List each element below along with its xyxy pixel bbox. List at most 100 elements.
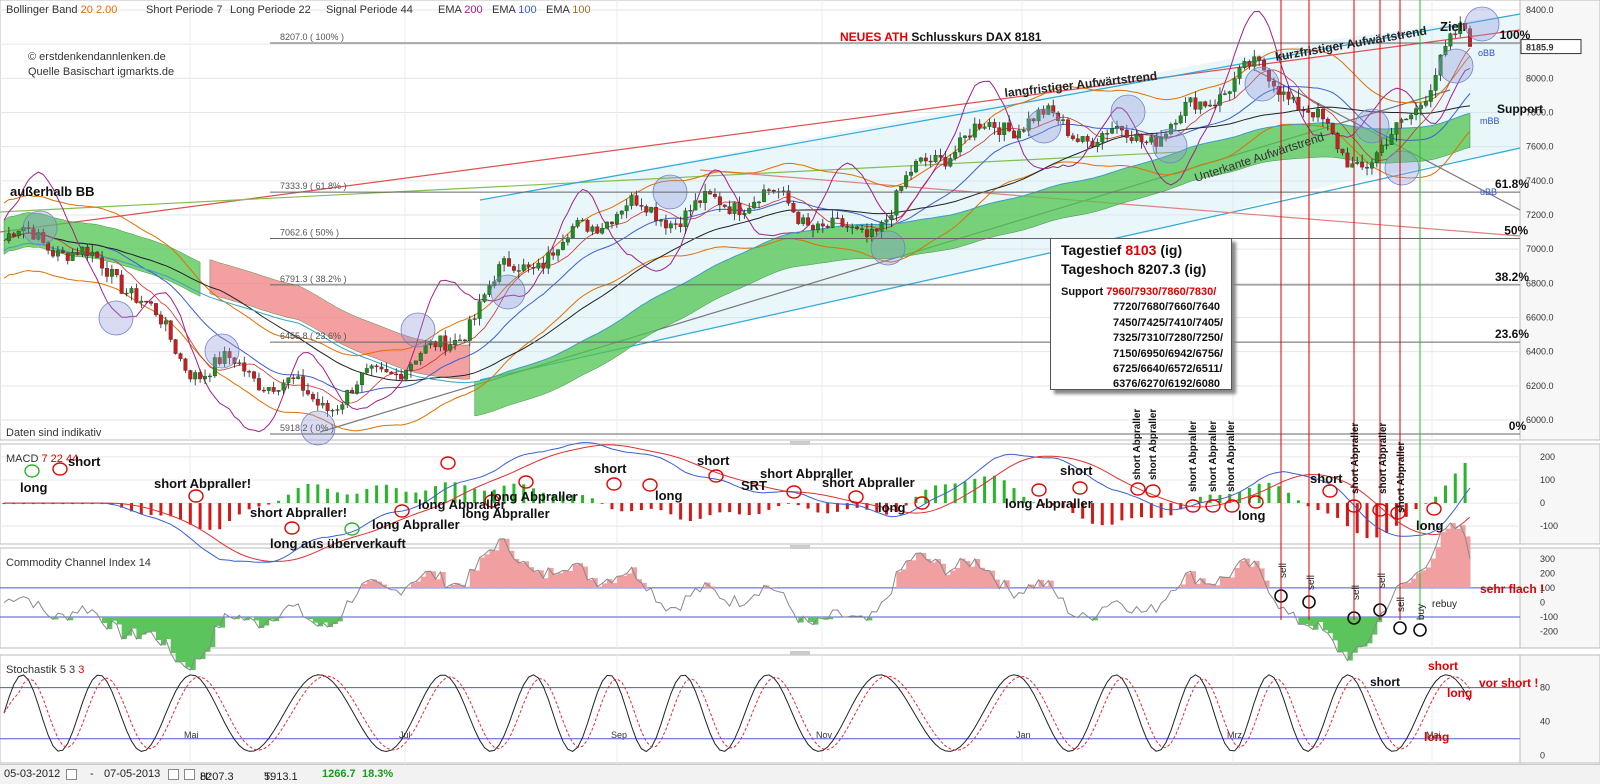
macd-bar <box>1336 503 1339 518</box>
candle-body <box>850 227 854 228</box>
candle-body <box>909 172 913 175</box>
candle-body <box>463 340 467 341</box>
macd-bar <box>1277 486 1280 503</box>
cci-area-high <box>1455 529 1460 588</box>
macd-bar <box>718 503 721 512</box>
y-tick-label: 8000.0 <box>1526 73 1554 83</box>
candle-body <box>1297 97 1301 110</box>
cci-area-low <box>1323 617 1328 630</box>
candle-body <box>890 215 894 220</box>
calendar-icon[interactable] <box>168 769 179 780</box>
y-tick-label: 6600.0 <box>1526 313 1554 323</box>
label-support: Support <box>1497 102 1543 116</box>
macd-bar <box>679 503 682 519</box>
candle-body <box>414 361 418 365</box>
settings-icon[interactable] <box>184 769 195 780</box>
candle-body <box>1140 134 1144 142</box>
candle-body <box>1370 163 1374 168</box>
macd-bar <box>630 503 633 511</box>
stoch-label: Stochastik 5 3 3 <box>6 664 84 676</box>
candle-body <box>885 220 889 222</box>
candle-body <box>12 234 16 236</box>
cci-area-high <box>622 576 627 588</box>
candle-body <box>1341 149 1345 153</box>
candle-body <box>311 394 315 399</box>
stoch-long1: long <box>1447 686 1472 700</box>
candle-body <box>1321 109 1325 119</box>
cci-area-high <box>931 562 936 587</box>
candle-body <box>1017 131 1021 138</box>
cci-area-low <box>1343 617 1348 652</box>
macd-ann: short Abpraller! <box>154 476 251 491</box>
candle-body <box>1105 133 1109 134</box>
panel-resize-handle[interactable] <box>790 651 810 655</box>
candle-body <box>728 207 732 214</box>
candle-body <box>257 378 261 390</box>
candle-body <box>291 378 295 379</box>
candle-body <box>1395 122 1399 134</box>
main-axis-panel <box>1520 0 1600 440</box>
chart-svg: 8207.0 ( 100% )100%7333.9 ( 61.8% )61.8%… <box>0 0 1600 764</box>
fib-pct: 50% <box>1504 223 1528 237</box>
candle-body <box>522 265 526 271</box>
macd-tick: 100 <box>1540 475 1555 485</box>
calendar-icon[interactable] <box>66 769 77 780</box>
cci-area-low <box>1298 617 1303 624</box>
candle-body <box>694 201 698 211</box>
panel-resize-handle[interactable] <box>790 545 810 549</box>
macd-ann: long Abpraller <box>372 517 460 532</box>
panel-resize-handle[interactable] <box>790 441 810 445</box>
candle-body <box>831 218 835 228</box>
candle-body <box>806 218 810 226</box>
candle-body <box>56 251 60 257</box>
cci-area-low <box>151 617 156 632</box>
highlight-circle <box>871 231 905 265</box>
cci-area-low <box>323 617 328 623</box>
macd-bar <box>287 495 290 503</box>
cci-area-high <box>1421 570 1426 588</box>
candle-body <box>983 127 987 129</box>
candle-body <box>787 191 791 203</box>
cci-area-low <box>1328 617 1333 633</box>
highlight-circle <box>23 211 57 245</box>
candle-body <box>1100 133 1104 142</box>
macd-bar <box>1444 486 1447 504</box>
macd-bar <box>277 501 280 503</box>
candle-body <box>1203 102 1207 106</box>
candle-body <box>193 372 197 379</box>
fib-label: 7333.9 ( 61.8% ) <box>280 181 347 191</box>
candle-body <box>948 158 952 166</box>
candle-body <box>198 372 202 378</box>
macd-bar <box>140 503 143 514</box>
macd-bar <box>807 503 810 508</box>
credit-line-1: © erstdenkendannlenken.de <box>28 51 166 63</box>
cci-label: Commodity Channel Index 14 <box>6 557 151 569</box>
footer-pct: 18.3% <box>362 768 393 780</box>
candle-body <box>7 234 11 241</box>
candle-body <box>326 403 330 411</box>
candle-body <box>1429 90 1433 101</box>
cci-area-high <box>499 539 504 588</box>
macd-vlabel: short Abpraller <box>1396 442 1407 513</box>
macd-bar <box>189 503 192 525</box>
macd-bar <box>238 503 241 514</box>
cci-area-high <box>1436 547 1441 588</box>
highlight-circle <box>1245 67 1279 101</box>
candle-body <box>904 175 908 186</box>
candle-body <box>149 302 153 304</box>
candle-body <box>644 206 648 212</box>
candle-body <box>110 269 114 276</box>
macd-tick: 0 <box>1540 498 1545 508</box>
macd-bar <box>306 484 309 503</box>
candle-body <box>713 194 717 197</box>
macd-bar <box>218 503 221 529</box>
candle-body <box>576 220 580 226</box>
candle-body <box>1150 137 1154 143</box>
cci-area-high <box>1396 587 1401 588</box>
cci-area-high <box>1043 586 1048 588</box>
stoch-long2: long <box>1424 730 1449 744</box>
cci-area-high <box>411 583 416 588</box>
candle-body <box>855 227 859 229</box>
candle-body <box>341 405 345 410</box>
candle-body <box>743 213 747 215</box>
